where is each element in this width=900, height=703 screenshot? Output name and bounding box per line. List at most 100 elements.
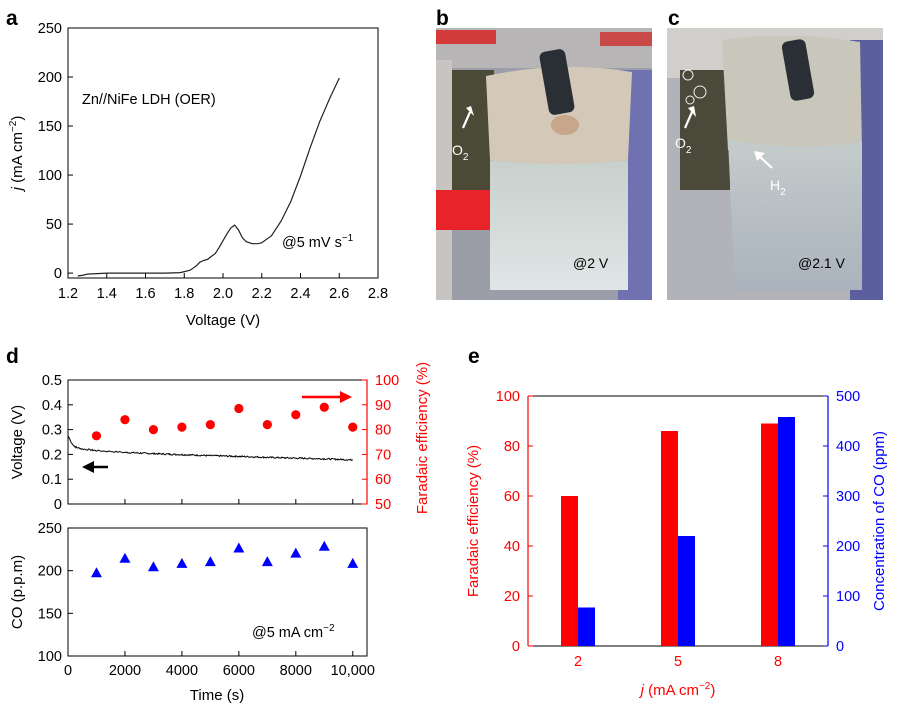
chart-d-ytick-label: 0.4 [42, 398, 62, 414]
chart-d-y2tick-label: 100 [375, 373, 399, 389]
chart-e-xtick-label: 8 [774, 654, 782, 670]
chart-d-co-point [119, 552, 131, 563]
chart-d-ylabel: Voltage (V) [9, 405, 26, 479]
chart-d-bottom: 0 2000 4000 6000 8000 10,000 100 150 200 250 @5 m… [9, 521, 375, 703]
chart-d-fe-point [205, 420, 215, 430]
chart-d-ytick-label: 0 [54, 497, 62, 513]
panel-label-d: d [6, 345, 19, 368]
photo-c-h2-label: H2 [770, 177, 786, 198]
chart-a-xtick-label: 2.6 [329, 286, 349, 302]
chart-a-ytick-label: 150 [38, 119, 62, 135]
chart-d-co-point [176, 557, 188, 568]
panel-label-e: e [468, 345, 480, 368]
chart-e-y2tick-label: 300 [836, 489, 860, 505]
chart-d-voltage-line [67, 435, 353, 462]
chart-d-co-point [147, 561, 159, 572]
chart-e-xlabel: j (mA cm−2) [639, 681, 716, 699]
chart-d-fe-point [234, 403, 244, 414]
chart-a-xtick-label: 2.8 [368, 286, 388, 302]
chart-d-y2tick-label: 70 [375, 447, 391, 463]
chart-d-fe-point [262, 420, 272, 430]
chart-d-co-point [290, 547, 302, 558]
chart-d-annotation-current: @5 mA cm−2 [252, 623, 335, 641]
photo-b-voltage-label: @2 V [573, 255, 609, 271]
chart-e-y2tick-label: 100 [836, 589, 860, 605]
chart-a-ylabel: j (mA cm−2) [8, 116, 26, 193]
chart-d-top-frame [67, 379, 368, 505]
chart-a-xtick-label: 1.4 [97, 286, 117, 302]
chart-d-bottom-ytick-label: 150 [38, 606, 62, 622]
chart-e-fe-bar [661, 431, 678, 646]
chart-d-bottom-ytick-label: 200 [38, 564, 62, 580]
chart-d-ytick-label: 0.3 [42, 423, 62, 439]
chart-e-co-bar [578, 607, 595, 646]
chart-e-xtick-label: 5 [674, 654, 682, 670]
panel-label-a: a [6, 7, 18, 30]
chart-e-fe-bar [561, 496, 578, 646]
chart-a-ytick-label: 200 [38, 70, 62, 86]
chart-d-xtick-label: 10,000 [331, 663, 375, 679]
photo-c-o2-label: O2 [675, 135, 692, 156]
chart-e-y2label: Concentration of CO (ppm) [871, 431, 888, 611]
left-arrow-head-icon [82, 461, 94, 473]
chart-e-fe-bar [761, 423, 778, 646]
chart-d-y2tick-label: 80 [375, 423, 391, 439]
chart-e-ylabel: Faradaic efficiency (%) [465, 445, 482, 597]
chart-d-xtick-label: 2000 [109, 663, 141, 679]
photo-c: O2 H2 @2.1 V [667, 28, 883, 300]
chart-e-xtick-label: 2 [574, 654, 582, 670]
chart-a-xtick-label: 2.0 [213, 286, 233, 302]
chart-a-ytick-label: 0 [54, 266, 62, 282]
chart-a-xtick-label: 1.8 [174, 286, 194, 302]
chart-a-xlabel: Voltage (V) [186, 312, 260, 329]
chart-e-ytick-label: 60 [504, 489, 520, 505]
chart-e: 0 20 40 60 80 100 0 100 200 300 400 500 2 5 8 Faradaic… [465, 389, 888, 699]
chart-e-y2tick-label: 500 [836, 389, 860, 405]
chart-a-xtick-label: 2.2 [252, 286, 272, 302]
chart-d-xtick-label: 6000 [223, 663, 255, 679]
chart-d-fe-point [148, 425, 159, 435]
chart-d-co-point [347, 557, 359, 568]
chart-d-ytick-label: 0.2 [42, 447, 62, 463]
chart-d-co-point [233, 542, 245, 553]
chart-d-y2label: Faradaic efficiency (%) [414, 362, 431, 514]
chart-e-ytick-label: 100 [496, 389, 520, 405]
chart-d-ytick-label: 0.1 [42, 472, 62, 488]
chart-d-fe-point [348, 422, 358, 432]
chart-a-xtick-label: 2.4 [290, 286, 310, 302]
chart-d-fe-point [291, 410, 301, 420]
chart-d-top: 0 0.1 0.2 0.3 0.4 0.5 50 60 70 80 90 100 Voltage (V… [9, 362, 431, 514]
chart-d-ytick-label: 0.5 [42, 373, 62, 389]
chart-e-co-bar [678, 536, 695, 646]
chart-d-fe-point [91, 431, 102, 441]
chart-a-xtick-label: 1.2 [58, 286, 78, 302]
chart-e-co-bar [778, 417, 795, 646]
chart-d-bottom-ylabel: CO (p.p.m) [9, 555, 26, 629]
chart-d-xtick-label: 0 [64, 663, 72, 679]
chart-d-co-point [90, 567, 102, 578]
chart-a-ytick-label: 100 [38, 168, 62, 184]
chart-a-curve [77, 77, 340, 277]
photo-b-o2-label: O2 [452, 142, 469, 163]
chart-d-co-point [204, 556, 216, 567]
chart-d-xtick-label: 4000 [166, 663, 198, 679]
chart-a-ytick-label: 250 [38, 21, 62, 37]
chart-d-co-point [318, 540, 330, 551]
chart-d-bottom-ytick-label: 250 [38, 521, 62, 537]
chart-a-annotation-sample: Zn//NiFe LDH (OER) [82, 92, 216, 108]
chart-e-ytick-label: 0 [512, 639, 520, 655]
chart-d-co-point [261, 556, 273, 567]
chart-d-xtick-label: 8000 [280, 663, 312, 679]
chart-d-xlabel: Time (s) [190, 687, 244, 703]
panel-label-c: c [668, 7, 680, 30]
chart-d-y2tick-label: 90 [375, 398, 391, 414]
chart-a-xtick-label: 1.6 [135, 286, 155, 302]
chart-e-y2tick-label: 400 [836, 439, 860, 455]
chart-d-fe-point [319, 402, 329, 412]
chart-e-ytick-label: 40 [504, 539, 520, 555]
chart-d-bottom-ytick-label: 100 [38, 649, 62, 665]
chart-d-y2tick-label: 60 [375, 472, 391, 488]
panel-label-b: b [436, 7, 449, 30]
chart-e-y2tick-label: 0 [836, 639, 844, 655]
